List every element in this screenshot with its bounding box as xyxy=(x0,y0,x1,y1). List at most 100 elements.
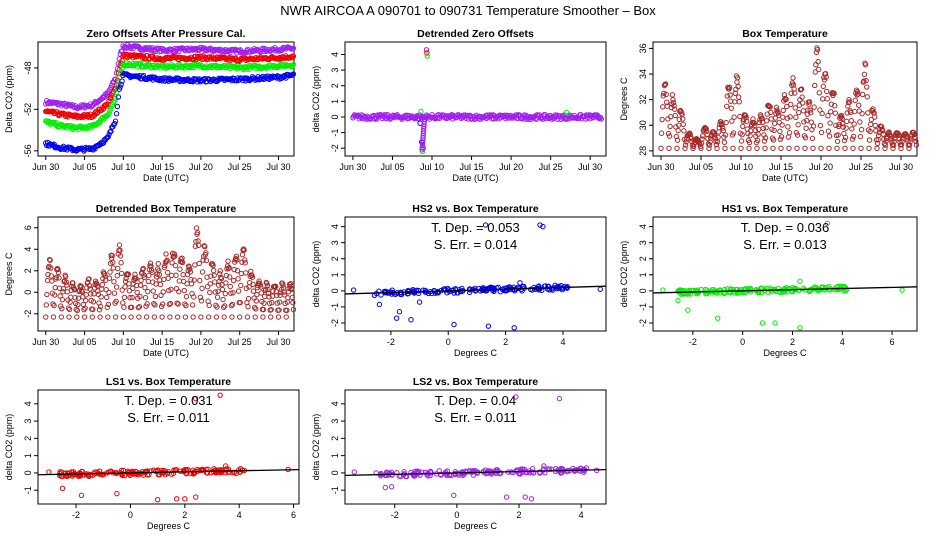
temperature-point xyxy=(214,304,220,310)
x-tick-label: 0 xyxy=(454,510,459,520)
temperature-point xyxy=(133,275,139,282)
temperature-point xyxy=(891,138,897,145)
series-point xyxy=(290,45,297,51)
temperature-point xyxy=(778,134,785,140)
temperature-point xyxy=(818,145,824,152)
temperature-point xyxy=(210,267,217,274)
temperature-point xyxy=(118,270,125,277)
temperature-point xyxy=(788,101,794,108)
temperature-point xyxy=(786,145,792,152)
x-tick-label: Jul 30 xyxy=(889,162,913,172)
panel-title: Detrended Box Temperature xyxy=(96,203,237,215)
series-point xyxy=(111,120,118,127)
temperature-point xyxy=(194,229,201,236)
temperature-point xyxy=(826,145,832,152)
cloud-point xyxy=(382,472,389,479)
temperature-point xyxy=(659,116,665,123)
y-tick-label: -52 xyxy=(23,103,33,116)
temperature-point xyxy=(103,286,109,293)
outlier-point xyxy=(114,490,120,497)
temperature-point xyxy=(43,302,50,308)
y-tick-label: 0 xyxy=(23,290,33,295)
temperature-point xyxy=(192,262,198,268)
x-tick-label: 4 xyxy=(579,510,584,520)
y-axis-label: Delta CO2 (ppm) xyxy=(4,65,14,133)
temperature-point xyxy=(832,110,838,116)
band-point xyxy=(598,116,604,122)
temperature-point xyxy=(164,269,171,276)
temperature-point xyxy=(806,99,813,105)
cloud-point xyxy=(476,285,482,292)
temperature-point xyxy=(820,83,826,90)
cloud-point xyxy=(225,469,232,475)
temperature-point xyxy=(744,118,750,124)
temperature-point xyxy=(142,295,149,301)
temperature-point xyxy=(856,102,862,108)
temperature-point xyxy=(667,123,673,130)
temperature-point xyxy=(813,62,819,68)
temperature-point xyxy=(802,135,809,141)
x-tick-label: 4 xyxy=(560,337,565,347)
temperature-point xyxy=(285,295,291,301)
temperature-point xyxy=(672,106,678,112)
x-tick-label: Jul 30 xyxy=(266,337,290,347)
temperature-point xyxy=(812,69,818,75)
temperature-point xyxy=(204,284,211,290)
temperature-point xyxy=(804,117,810,124)
y-tick-label: 2 xyxy=(330,256,340,261)
outlier-point xyxy=(517,280,523,286)
temperature-point xyxy=(219,286,226,293)
temperature-point xyxy=(142,284,148,291)
outlier-point xyxy=(597,286,603,292)
temperature-point xyxy=(824,88,830,95)
x-axis-label: Degrees C xyxy=(454,521,498,531)
series-point xyxy=(91,122,97,128)
temperature-point xyxy=(261,293,268,300)
cloud-point xyxy=(717,287,723,293)
temperature-point xyxy=(904,136,910,142)
temperature-point xyxy=(165,275,171,281)
outlier-point xyxy=(376,301,383,308)
x-axis-label: Degrees C xyxy=(454,348,498,358)
outlier-point xyxy=(416,299,423,305)
temperature-point xyxy=(249,274,256,280)
temperature-point xyxy=(698,145,704,152)
temperature-point xyxy=(212,289,219,295)
outlier-point xyxy=(563,109,570,115)
series-point xyxy=(290,61,297,68)
series-point xyxy=(111,98,118,104)
y-tick-label: -2 xyxy=(330,319,340,327)
outlier-point xyxy=(350,287,357,293)
temperature-point xyxy=(261,300,267,306)
temperature-point xyxy=(814,47,821,53)
temperature-point xyxy=(671,102,677,109)
temperature-point xyxy=(152,302,158,308)
x-tick-label: Jul 10 xyxy=(111,337,135,347)
outlier-point xyxy=(528,496,535,502)
outlier-point xyxy=(351,469,358,475)
cloud-point xyxy=(488,285,495,291)
outlier-point xyxy=(772,320,778,326)
temperature-point xyxy=(859,110,865,117)
cloud-point xyxy=(419,469,425,475)
temperature-point xyxy=(198,314,204,320)
temperature-point xyxy=(820,96,826,102)
x-tick-label: Jul 10 xyxy=(420,162,444,172)
series-point xyxy=(290,71,297,77)
temperature-point xyxy=(237,299,243,306)
temperature-point xyxy=(865,110,871,116)
temperature-point xyxy=(73,306,79,313)
temperature-point xyxy=(771,127,777,134)
cloud-point xyxy=(488,470,495,476)
cloud-point xyxy=(815,287,822,293)
temperature-point xyxy=(792,90,798,96)
x-tick-label: Jul 05 xyxy=(73,162,97,172)
temperature-point xyxy=(126,281,132,287)
temperature-point xyxy=(244,314,251,320)
temperature-point xyxy=(67,294,74,300)
annotation-text: T. Dep. = 0.036 xyxy=(741,220,830,235)
y-tick-label: 4 xyxy=(638,224,648,229)
y-tick-label: 0 xyxy=(638,288,648,293)
temperature-point xyxy=(113,298,119,304)
outlier-point xyxy=(537,222,543,228)
